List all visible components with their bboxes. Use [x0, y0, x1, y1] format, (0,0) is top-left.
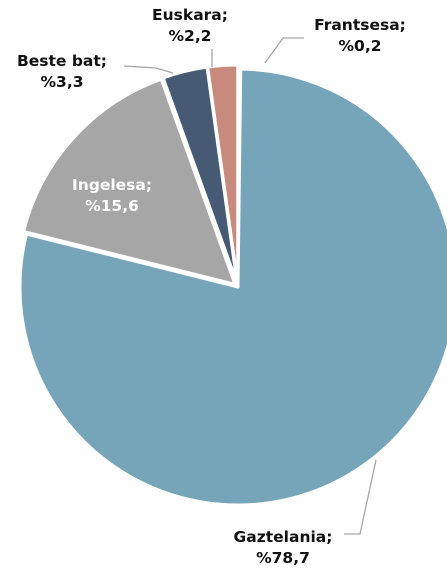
leader-line-gaztelania [344, 459, 377, 535]
leader-lines [123, 37, 377, 535]
data-label-gaztelania: Gaztelania; %78,7 [234, 528, 333, 567]
slice-gaztelania [18, 67, 447, 507]
data-label-euskara: Euskara; %2,2 [152, 6, 228, 45]
data-label-ingelesa: Ingelesa; %15,6 [72, 176, 152, 215]
slice-labels: Frantsesa; %0,2 Gaztelania; %78,7 Ingelesa;%… [17, 6, 406, 567]
data-label-frantsesa: Frantsesa; %0,2 [314, 16, 406, 55]
slice-ingelesa [22, 77, 237, 286]
leader-line-beste-bat [123, 65, 174, 74]
pie-slices [18, 63, 447, 507]
data-label-beste-bat: Beste bat; %3,3 [17, 52, 107, 91]
slice-euskara [206, 63, 240, 285]
leader-line-frantsesa [264, 37, 304, 64]
